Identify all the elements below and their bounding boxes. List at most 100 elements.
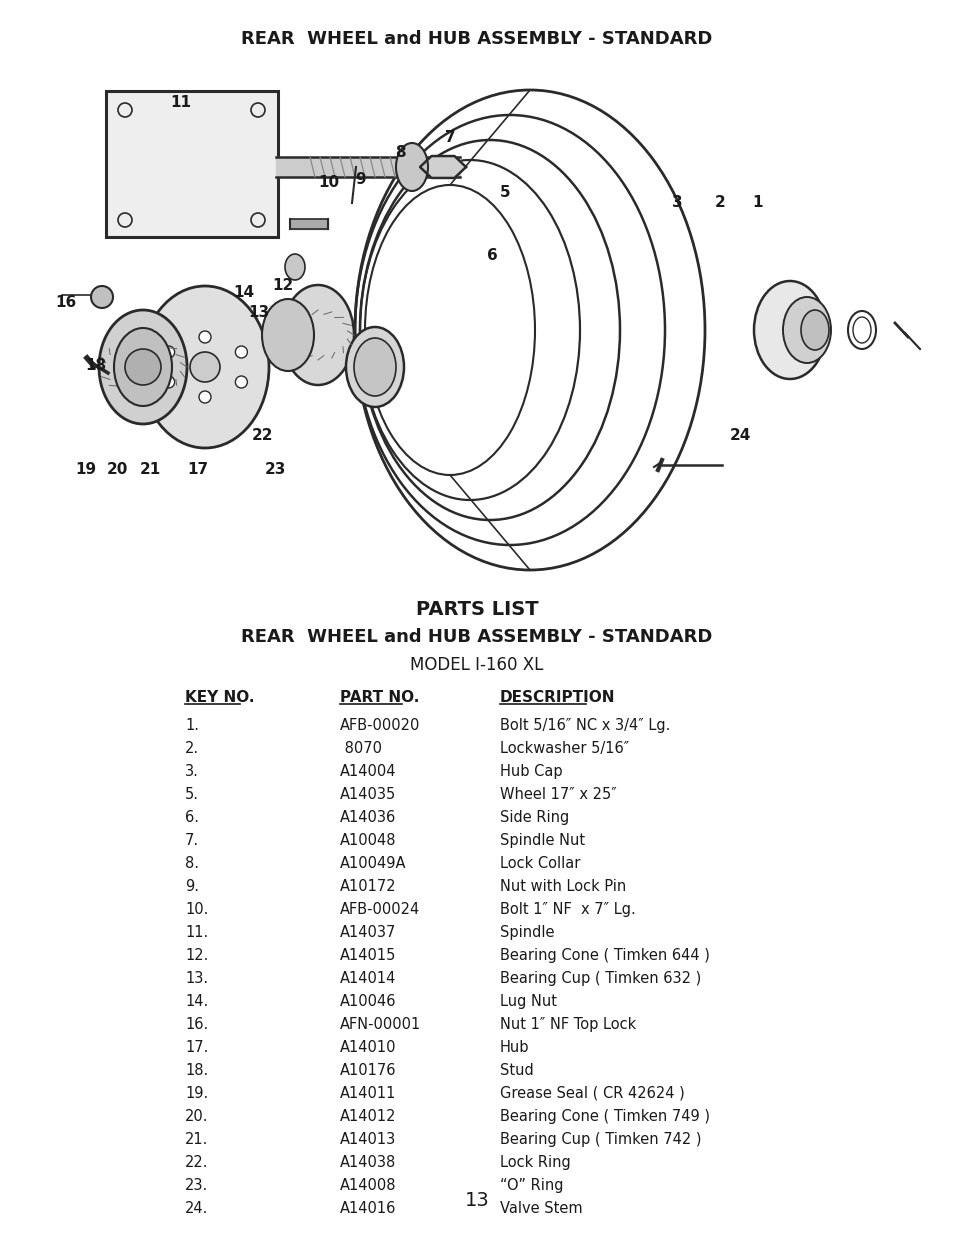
Text: A10048: A10048 (339, 832, 396, 848)
Text: 12: 12 (272, 278, 293, 293)
Text: A10176: A10176 (339, 1063, 396, 1078)
Text: 9.: 9. (185, 879, 199, 894)
Ellipse shape (113, 329, 172, 406)
Text: 24.: 24. (185, 1200, 208, 1216)
Text: 18.: 18. (185, 1063, 208, 1078)
Text: 19.: 19. (185, 1086, 208, 1100)
Text: 14: 14 (233, 285, 253, 300)
Text: A14014: A14014 (339, 971, 395, 986)
Text: 13: 13 (464, 1191, 489, 1210)
Text: Wheel 17″ x 25″: Wheel 17″ x 25″ (499, 787, 616, 802)
Text: Lock Ring: Lock Ring (499, 1155, 570, 1170)
Text: Spindle Nut: Spindle Nut (499, 832, 584, 848)
Text: 5.: 5. (185, 787, 199, 802)
Text: A10046: A10046 (339, 994, 396, 1009)
Text: 17.: 17. (185, 1040, 208, 1055)
Polygon shape (419, 156, 465, 178)
Text: 23.: 23. (185, 1178, 208, 1193)
Ellipse shape (99, 310, 187, 424)
Text: A14015: A14015 (339, 948, 395, 963)
Text: REAR  WHEEL and HUB ASSEMBLY - STANDARD: REAR WHEEL and HUB ASSEMBLY - STANDARD (241, 629, 712, 646)
Text: A14004: A14004 (339, 764, 396, 779)
Text: 2: 2 (714, 195, 725, 210)
Text: 3.: 3. (185, 764, 198, 779)
Text: A10172: A10172 (339, 879, 396, 894)
Text: 14.: 14. (185, 994, 208, 1009)
Text: 20: 20 (107, 462, 129, 477)
Text: A14035: A14035 (339, 787, 395, 802)
Circle shape (235, 346, 247, 358)
Text: 8070: 8070 (339, 741, 381, 756)
Text: 12.: 12. (185, 948, 208, 963)
Text: A14012: A14012 (339, 1109, 396, 1124)
Text: 18: 18 (85, 358, 106, 373)
Circle shape (190, 352, 220, 382)
Circle shape (162, 346, 174, 358)
Text: Spindle: Spindle (499, 925, 554, 940)
Text: 22: 22 (252, 429, 274, 443)
Text: A14037: A14037 (339, 925, 395, 940)
Text: 24: 24 (729, 429, 751, 443)
Text: Lockwasher 5/16″: Lockwasher 5/16″ (499, 741, 629, 756)
Text: 19: 19 (75, 462, 96, 477)
Ellipse shape (285, 254, 305, 280)
Circle shape (199, 331, 211, 343)
Text: KEY NO.: KEY NO. (185, 690, 254, 705)
Text: Bearing Cup ( Timken 632 ): Bearing Cup ( Timken 632 ) (499, 971, 700, 986)
Text: 5: 5 (499, 185, 510, 200)
Ellipse shape (354, 338, 395, 396)
Ellipse shape (262, 299, 314, 370)
Text: Nut 1″ NF Top Lock: Nut 1″ NF Top Lock (499, 1016, 636, 1032)
Circle shape (199, 391, 211, 403)
Text: A14013: A14013 (339, 1132, 395, 1147)
Text: 13.: 13. (185, 971, 208, 986)
Text: A10049A: A10049A (339, 856, 406, 871)
Text: 1.: 1. (185, 718, 199, 734)
Text: 7.: 7. (185, 832, 199, 848)
Text: Side Ring: Side Ring (499, 810, 569, 825)
Text: 16.: 16. (185, 1016, 208, 1032)
Circle shape (162, 375, 174, 388)
Text: 13: 13 (248, 305, 269, 320)
Ellipse shape (782, 296, 830, 363)
Circle shape (235, 375, 247, 388)
Text: Bolt 1″ NF  x 7″ Lg.: Bolt 1″ NF x 7″ Lg. (499, 902, 635, 918)
Ellipse shape (141, 287, 269, 448)
Text: AFN-00001: AFN-00001 (339, 1016, 421, 1032)
Text: “O” Ring: “O” Ring (499, 1178, 563, 1193)
Text: 21.: 21. (185, 1132, 208, 1147)
Text: Grease Seal ( CR 42624 ): Grease Seal ( CR 42624 ) (499, 1086, 684, 1100)
Text: 20.: 20. (185, 1109, 209, 1124)
Circle shape (125, 350, 161, 385)
Text: AFB-00020: AFB-00020 (339, 718, 420, 734)
Text: 6.: 6. (185, 810, 199, 825)
Text: DESCRIPTION: DESCRIPTION (499, 690, 615, 705)
Text: 8: 8 (395, 144, 405, 161)
Ellipse shape (346, 327, 403, 408)
Text: MODEL I-160 XL: MODEL I-160 XL (410, 656, 543, 674)
Text: 8.: 8. (185, 856, 199, 871)
Text: A14036: A14036 (339, 810, 395, 825)
Text: 21: 21 (140, 462, 161, 477)
Text: 9: 9 (355, 172, 365, 186)
Text: A14011: A14011 (339, 1086, 395, 1100)
Text: Nut with Lock Pin: Nut with Lock Pin (499, 879, 625, 894)
Text: Stud: Stud (499, 1063, 533, 1078)
Text: 23: 23 (265, 462, 286, 477)
Text: AFB-00024: AFB-00024 (339, 902, 420, 918)
Text: Lug Nut: Lug Nut (499, 994, 557, 1009)
Text: REAR  WHEEL and HUB ASSEMBLY - STANDARD: REAR WHEEL and HUB ASSEMBLY - STANDARD (241, 30, 712, 48)
Text: 11: 11 (170, 95, 191, 110)
Text: 2.: 2. (185, 741, 199, 756)
Text: 22.: 22. (185, 1155, 209, 1170)
Text: Hub: Hub (499, 1040, 529, 1055)
Text: Bearing Cone ( Timken 749 ): Bearing Cone ( Timken 749 ) (499, 1109, 709, 1124)
Text: 7: 7 (444, 130, 456, 144)
Text: 6: 6 (486, 248, 497, 263)
Text: PARTS LIST: PARTS LIST (416, 600, 537, 619)
Text: 3: 3 (671, 195, 682, 210)
Text: Bearing Cone ( Timken 644 ): Bearing Cone ( Timken 644 ) (499, 948, 709, 963)
Text: A14038: A14038 (339, 1155, 395, 1170)
Ellipse shape (395, 143, 428, 191)
Text: 10: 10 (317, 175, 338, 190)
